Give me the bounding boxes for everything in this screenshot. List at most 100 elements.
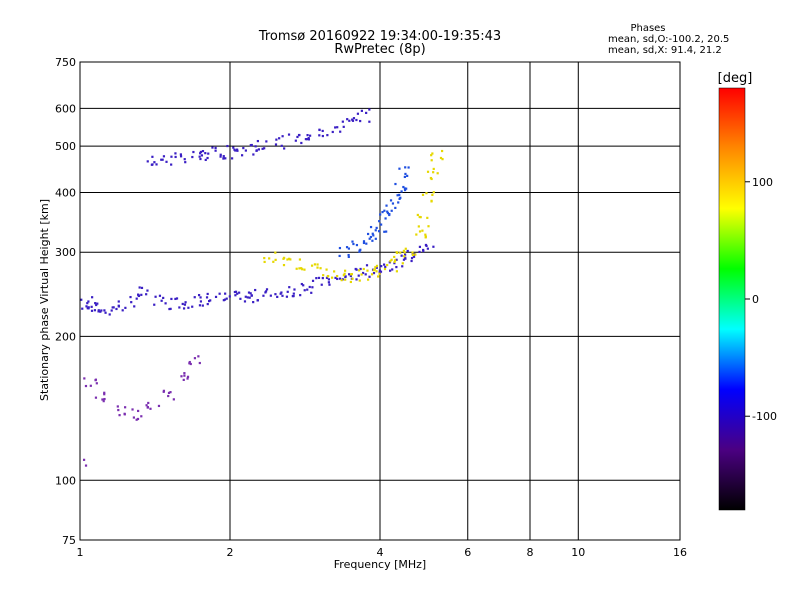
data-point <box>84 464 88 467</box>
data-point <box>364 273 367 276</box>
data-point <box>95 382 98 385</box>
data-point <box>385 230 388 233</box>
data-point <box>300 141 303 145</box>
data-point <box>379 213 382 216</box>
data-point <box>201 304 204 307</box>
data-point <box>336 274 339 278</box>
data-point <box>199 157 202 161</box>
data-point <box>358 250 361 253</box>
data-point <box>407 166 410 169</box>
data-point <box>187 306 190 309</box>
data-point <box>355 243 359 247</box>
data-point <box>374 229 377 232</box>
data-point <box>151 155 154 158</box>
data-point <box>140 286 144 290</box>
data-point <box>388 213 391 217</box>
data-point <box>81 307 84 310</box>
data-point <box>334 276 337 279</box>
data-point <box>328 283 331 286</box>
y-axis-label: Stationary phase Virtual Height [km] <box>38 199 51 401</box>
y-tick-label: 200 <box>55 330 76 343</box>
data-point <box>150 163 153 166</box>
data-point <box>400 190 403 193</box>
data-point <box>167 394 170 398</box>
data-point <box>223 298 227 301</box>
data-point <box>402 249 406 252</box>
data-point <box>224 292 227 295</box>
data-point <box>97 310 100 313</box>
data-point <box>115 307 118 311</box>
data-point <box>416 213 419 217</box>
data-point <box>239 297 242 300</box>
x-tick-label: 10 <box>571 546 585 559</box>
data-point <box>316 266 319 269</box>
data-point <box>186 377 189 380</box>
colorbar-tick-label: 0 <box>752 293 759 306</box>
data-point <box>182 307 186 310</box>
data-point <box>418 230 422 233</box>
data-point <box>352 242 355 246</box>
data-point <box>344 278 347 281</box>
data-point <box>186 375 190 378</box>
data-point <box>294 139 297 142</box>
data-point <box>299 294 302 297</box>
data-point <box>340 279 343 282</box>
data-point <box>99 310 102 313</box>
data-point <box>108 313 111 316</box>
data-point <box>161 158 164 161</box>
data-point <box>192 150 195 154</box>
data-point <box>191 305 194 308</box>
data-point <box>384 217 387 220</box>
data-point <box>282 257 285 260</box>
data-point <box>283 147 286 150</box>
data-point <box>396 251 399 255</box>
data-point <box>424 233 427 236</box>
data-point <box>300 282 303 286</box>
data-point <box>174 297 177 301</box>
data-point <box>188 362 191 365</box>
data-point <box>398 167 401 170</box>
data-point <box>380 265 383 268</box>
data-point <box>191 155 194 159</box>
data-point <box>349 274 352 278</box>
data-point <box>169 391 172 394</box>
data-point <box>197 293 201 297</box>
data-point <box>276 295 279 299</box>
data-point <box>432 245 435 248</box>
stats-heading: Phases <box>630 23 665 34</box>
data-point <box>198 155 201 158</box>
data-point <box>137 409 140 413</box>
data-point <box>343 272 346 275</box>
data-point <box>189 362 192 366</box>
data-point <box>280 291 283 294</box>
data-point <box>265 288 269 291</box>
data-point <box>90 305 93 308</box>
data-point <box>168 307 171 311</box>
data-point <box>370 273 374 276</box>
data-point <box>368 237 371 240</box>
data-point <box>264 290 268 293</box>
data-point <box>310 264 314 267</box>
data-point <box>430 200 433 203</box>
data-point <box>178 306 181 309</box>
data-point <box>174 152 177 155</box>
data-point <box>366 232 370 236</box>
data-point <box>179 153 182 156</box>
data-point <box>327 281 330 284</box>
data-point <box>254 288 257 292</box>
data-point <box>318 128 321 131</box>
data-point <box>169 307 172 310</box>
data-point <box>351 240 354 243</box>
data-point <box>183 303 187 306</box>
data-point <box>183 372 186 375</box>
data-point <box>402 258 406 261</box>
data-point <box>132 416 136 419</box>
data-point <box>441 158 444 161</box>
data-point <box>380 223 383 226</box>
data-point <box>384 265 387 268</box>
data-point <box>377 230 381 233</box>
data-point <box>431 152 434 155</box>
data-point <box>383 209 386 212</box>
stats-line-o: mean, sd,O:-100.2, 20.5 <box>608 34 729 45</box>
data-point <box>318 134 321 137</box>
